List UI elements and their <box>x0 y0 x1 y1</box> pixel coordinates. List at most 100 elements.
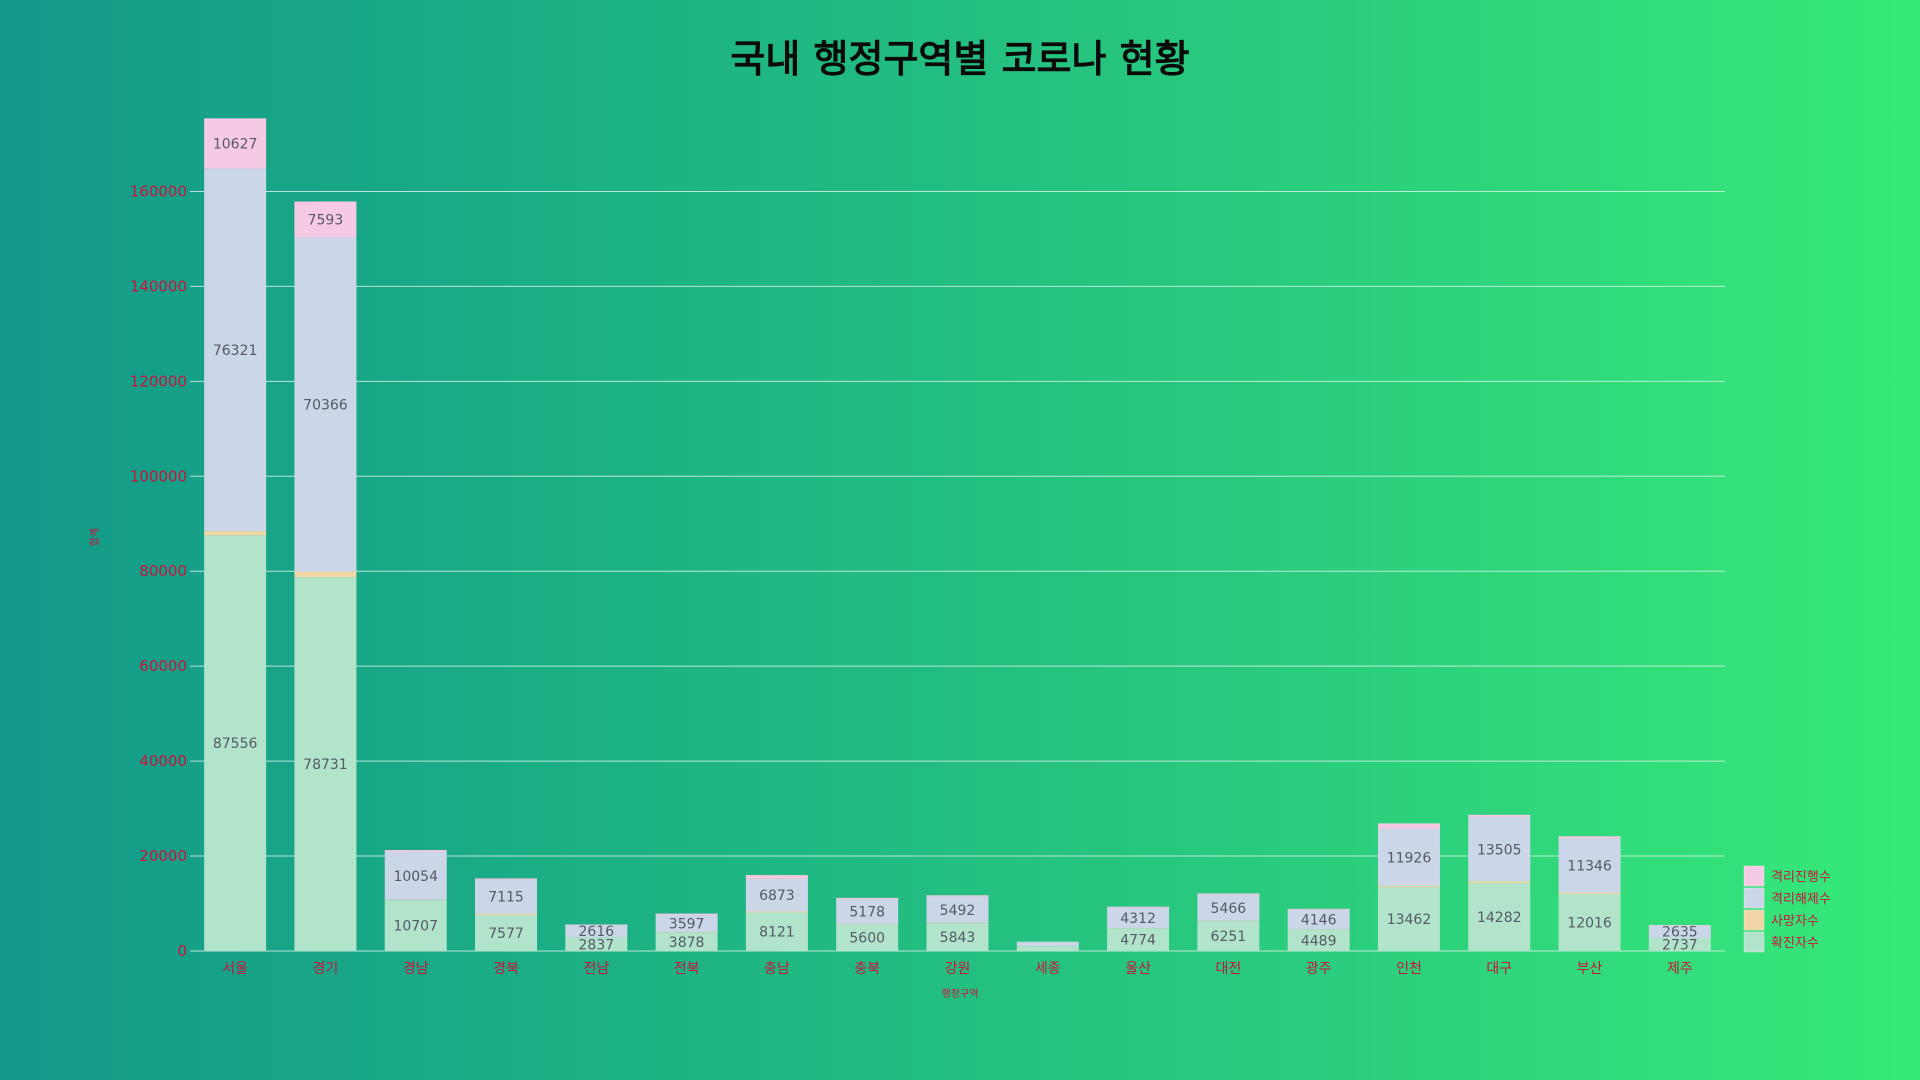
x-tick-label: 인천 <box>1396 961 1422 977</box>
data-label: 2837 <box>579 937 615 953</box>
y-tick-label: 0 <box>177 942 187 960</box>
data-label: 11926 <box>1387 850 1432 866</box>
bar-segment <box>384 850 447 852</box>
legend-swatch <box>1743 909 1765 931</box>
data-label: 76321 <box>213 343 258 359</box>
x-tick-label: 대전 <box>1215 961 1241 977</box>
bar-segment <box>294 577 357 951</box>
data-label: 14282 <box>1477 910 1522 926</box>
bar-segment <box>1558 893 1621 951</box>
data-labels: 87556 76321 10627 78731 70366 7593 10707 10054 7… <box>213 137 1698 954</box>
bar-segment <box>1558 838 1621 893</box>
data-label: 2737 <box>1662 938 1698 954</box>
bar-segment <box>565 924 628 938</box>
y-tick-label: 140000 <box>130 277 187 295</box>
x-tick-label: 경기 <box>313 961 339 977</box>
x-axis-label: 행정구역 <box>942 988 979 1000</box>
bar-segment <box>1558 892 1621 894</box>
bar-segment <box>204 168 267 532</box>
chart-title: 국내 행정구역별 코로나 현황 <box>730 37 1189 81</box>
bar-segment <box>1287 908 1350 910</box>
data-label: 2635 <box>1662 925 1698 941</box>
data-label: 5492 <box>940 903 976 919</box>
bar-segment <box>926 896 989 923</box>
bar-segment <box>1648 938 1711 951</box>
bar-segment <box>745 878 808 912</box>
x-tick-label: 경북 <box>493 961 519 977</box>
x-axis-ticks: 서울 경기 경남 경북 전남 전북 충남 충북 강원 세종 울산 대전 광주 인천 대구 부산 제주 <box>222 961 1693 977</box>
bar-segment <box>1107 906 1170 908</box>
x-tick-label: 광주 <box>1306 961 1332 977</box>
bar-segment <box>1107 907 1170 929</box>
bar-segment <box>475 878 538 880</box>
x-tick-label: 울산 <box>1125 961 1151 977</box>
data-label: 11346 <box>1567 859 1612 875</box>
y-tick-label: 120000 <box>130 372 187 390</box>
bar-segment <box>475 913 538 916</box>
bar-segment <box>475 915 538 951</box>
x-tick-label: 대구 <box>1486 961 1512 977</box>
bar-segment <box>1468 881 1531 884</box>
bar-segment <box>745 911 808 913</box>
bar-segment <box>294 237 357 572</box>
data-label: 3597 <box>669 917 705 933</box>
x-tick-label: 세종 <box>1035 961 1061 977</box>
bar-segment <box>836 897 899 900</box>
data-label: 8121 <box>759 925 795 941</box>
bars <box>204 118 1711 951</box>
bar-segment <box>926 895 989 897</box>
data-label: 6873 <box>759 888 795 904</box>
data-label: 2616 <box>579 924 615 940</box>
bar-segment <box>1468 817 1531 882</box>
bar-segment <box>745 912 808 951</box>
bar-segment <box>294 201 357 238</box>
data-label: 7577 <box>488 926 524 942</box>
x-tick-label: 충남 <box>764 961 790 977</box>
data-label: 13462 <box>1387 912 1432 928</box>
bar-segment <box>204 531 267 536</box>
data-label: 12016 <box>1567 915 1612 931</box>
y-tick-label: 20000 <box>139 847 187 865</box>
bar-segment <box>836 899 899 924</box>
data-label: 4312 <box>1120 911 1156 927</box>
x-tick-label: 제주 <box>1667 961 1693 977</box>
y-tick-label: 160000 <box>130 182 187 200</box>
bar-segment <box>294 571 357 578</box>
bar-segment <box>1468 883 1531 951</box>
x-tick-label: 경남 <box>403 961 429 977</box>
y-tick-label: 40000 <box>139 752 187 770</box>
y-tick-label: 60000 <box>139 657 187 675</box>
data-label: 13505 <box>1477 842 1522 858</box>
bar-segment <box>384 900 447 951</box>
x-tick-label: 전남 <box>583 961 609 977</box>
y-axis-label: 합계 <box>89 528 101 546</box>
data-label: 5178 <box>849 905 885 921</box>
x-tick-label: 전북 <box>674 961 700 977</box>
data-label: 6251 <box>1211 929 1247 945</box>
legend-label: 격리진행수 <box>1771 869 1831 885</box>
data-label: 7593 <box>308 213 344 229</box>
bar-segment <box>655 915 718 933</box>
x-tick-label: 서울 <box>222 961 248 977</box>
bar-segment <box>1377 885 1440 888</box>
data-label: 4146 <box>1301 913 1337 929</box>
bar-segment <box>384 851 447 900</box>
bar-segment <box>1558 836 1621 839</box>
legend-swatch <box>1743 887 1765 909</box>
bar-segment <box>1197 893 1260 895</box>
legend-swatch <box>1743 865 1765 887</box>
data-label: 5466 <box>1211 901 1247 917</box>
bar-segment <box>1377 887 1440 951</box>
data-label: 5600 <box>849 931 885 947</box>
legend-swatch <box>1743 931 1765 953</box>
bar-segment <box>1197 921 1260 951</box>
bar-segment <box>204 535 267 951</box>
bar-segment <box>836 924 899 951</box>
data-label: 4489 <box>1301 933 1337 949</box>
data-label: 70366 <box>303 398 348 414</box>
y-axis-ticks: 0 20000 40000 60000 80000 100000 120000 140000 1… <box>130 182 187 960</box>
bar-segment <box>204 118 267 169</box>
data-label: 87556 <box>213 736 258 752</box>
